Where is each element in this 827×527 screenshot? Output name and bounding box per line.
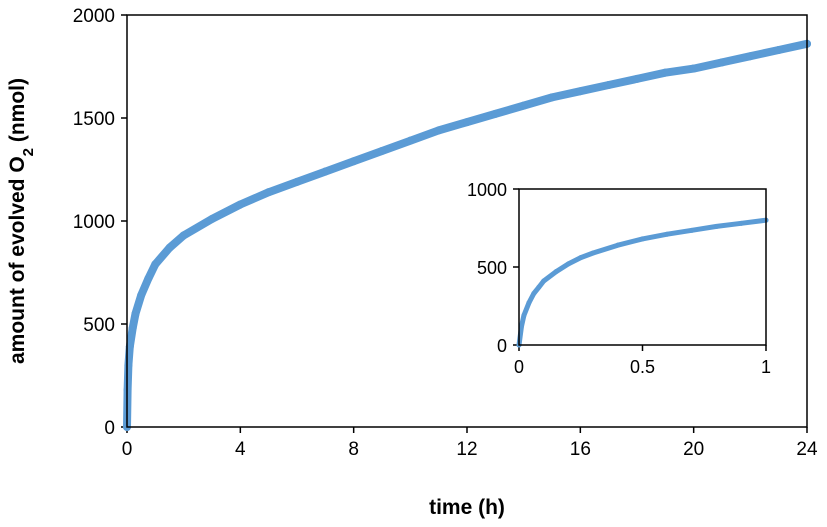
main-data-point bbox=[576, 87, 585, 96]
main-data-point bbox=[491, 109, 500, 118]
main-data-point bbox=[604, 81, 613, 90]
main-x-tick-label: 12 bbox=[456, 439, 477, 460]
main-data-point bbox=[208, 214, 216, 223]
inset-data-point bbox=[541, 278, 547, 284]
main-data-point bbox=[349, 157, 358, 166]
inset-data-point bbox=[640, 236, 645, 242]
main-axis-ticks bbox=[121, 14, 808, 433]
inset-x-tick-label: 1 bbox=[761, 357, 771, 377]
main-data-point bbox=[179, 231, 188, 240]
inset-data-point bbox=[565, 261, 571, 267]
main-data-point bbox=[131, 309, 140, 318]
inset-plot-frame bbox=[518, 188, 767, 346]
main-data-point bbox=[548, 93, 556, 102]
inset-data-point bbox=[664, 231, 670, 237]
inset-data-point bbox=[689, 227, 695, 233]
main-data-point bbox=[746, 52, 755, 61]
inset-data-point bbox=[553, 269, 559, 275]
inset-data-point bbox=[518, 323, 524, 329]
inset-data-point bbox=[578, 255, 584, 261]
inset-data-point bbox=[615, 242, 621, 248]
inset-data-point bbox=[521, 312, 527, 318]
y-axis-title: amount of evolved O2 (nmol) bbox=[6, 78, 37, 364]
inset-y-tick-label: 0 bbox=[497, 336, 507, 356]
main-data-point bbox=[264, 188, 273, 197]
main-x-tick-label: 16 bbox=[570, 439, 591, 460]
main-y-tick-label: 1000 bbox=[73, 212, 115, 233]
inset-y-tick-label: 500 bbox=[477, 258, 507, 278]
inset-data-point bbox=[526, 300, 532, 306]
inset-tick-labels: 0 0.5 1 0 500 1000 bbox=[467, 180, 771, 377]
main-data-point bbox=[151, 260, 160, 269]
main-data-point bbox=[434, 126, 443, 135]
x-axis-title: time (h) bbox=[429, 496, 505, 519]
main-data-point bbox=[125, 342, 134, 351]
main-data-point bbox=[661, 68, 670, 77]
main-data-point bbox=[321, 167, 330, 176]
main-data-point bbox=[463, 118, 471, 127]
main-y-tick-label: 1500 bbox=[73, 109, 115, 130]
inset-x-tick-label: 0 bbox=[514, 357, 524, 377]
inset-background bbox=[519, 189, 766, 345]
y-axis-title-subscript: 2 bbox=[20, 148, 37, 156]
inset-data-point bbox=[536, 284, 542, 290]
main-data-point bbox=[406, 136, 415, 145]
main-data-point bbox=[774, 46, 783, 55]
main-data-point bbox=[124, 361, 133, 370]
main-data-point bbox=[718, 58, 726, 67]
main-y-tick-label: 2000 bbox=[73, 6, 115, 27]
inset-data-point bbox=[531, 291, 537, 297]
inset-data-point bbox=[714, 223, 720, 229]
main-data-point bbox=[293, 177, 301, 186]
main-x-tick-label: 0 bbox=[122, 439, 133, 460]
main-x-tick-label: 8 bbox=[348, 439, 359, 460]
main-series-group bbox=[123, 39, 811, 431]
main-plot-frame bbox=[126, 14, 808, 428]
main-x-tick-label: 24 bbox=[796, 439, 818, 460]
inset-data-point bbox=[738, 220, 744, 226]
inset-y-tick-label: 1000 bbox=[467, 180, 507, 200]
main-x-tick-label: 20 bbox=[683, 439, 704, 460]
inset-data-point bbox=[590, 250, 596, 256]
main-data-point bbox=[165, 243, 174, 252]
main-y-tick-label: 500 bbox=[83, 315, 115, 336]
main-data-point bbox=[137, 291, 146, 300]
main-data-point bbox=[378, 146, 386, 155]
main-data-point bbox=[689, 64, 698, 73]
main-data-point bbox=[128, 324, 137, 333]
main-x-tick-label: 4 bbox=[235, 439, 246, 460]
inset-x-tick-label: 0.5 bbox=[630, 357, 655, 377]
main-data-point bbox=[633, 74, 641, 83]
y-axis-title-unit: (nmol) bbox=[6, 78, 29, 148]
main-data-point bbox=[144, 274, 153, 283]
y-axis-title-main: amount of evolved O bbox=[6, 156, 29, 364]
main-data-point bbox=[519, 101, 528, 110]
main-y-tick-label: 0 bbox=[104, 418, 115, 439]
main-data-point bbox=[236, 200, 245, 209]
